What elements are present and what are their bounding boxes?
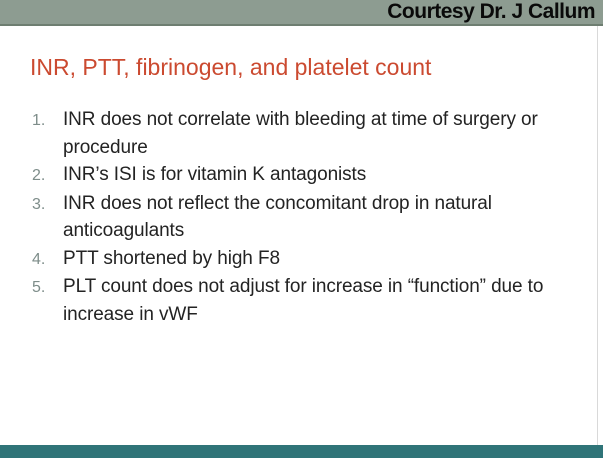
list-item: 2. INR’s ISI is for vitamin K antagonist…	[32, 161, 567, 190]
list-item-text: INR does not correlate with bleeding at …	[63, 109, 538, 158]
list-item: 5. PLT count does not adjust for increas…	[32, 273, 567, 328]
list-item: 3. INR does not reflect the concomitant …	[32, 190, 567, 245]
list-item: 1. INR does not correlate with bleeding …	[32, 106, 567, 161]
header-credit-bar: Courtesy Dr. J Callum	[0, 0, 603, 26]
list-item-text: INR does not reflect the concomitant dro…	[63, 192, 492, 242]
list-item: 4. PTT shortened by high F8	[32, 245, 567, 274]
numbered-list: 1. INR does not correlate with bleeding …	[32, 106, 567, 328]
list-item-text: PTT shortened by high F8	[63, 247, 280, 269]
list-item-number: 5.	[32, 279, 46, 296]
header-credit-text: Courtesy Dr. J Callum	[387, 0, 595, 23]
list-item-number: 4.	[32, 250, 46, 268]
list-item-text: PLT count does not adjust for increase i…	[63, 276, 544, 325]
list-item-text: INR’s ISI is for vitamin K antagonists	[63, 164, 367, 185]
list-item-number: 3.	[32, 195, 46, 213]
list-item-number: 2.	[32, 167, 46, 184]
footer-bar	[0, 445, 603, 458]
right-edge-divider	[597, 26, 598, 458]
list-item-number: 1.	[32, 112, 46, 129]
page-title: INR, PTT, fibrinogen, and platelet count	[30, 54, 432, 80]
